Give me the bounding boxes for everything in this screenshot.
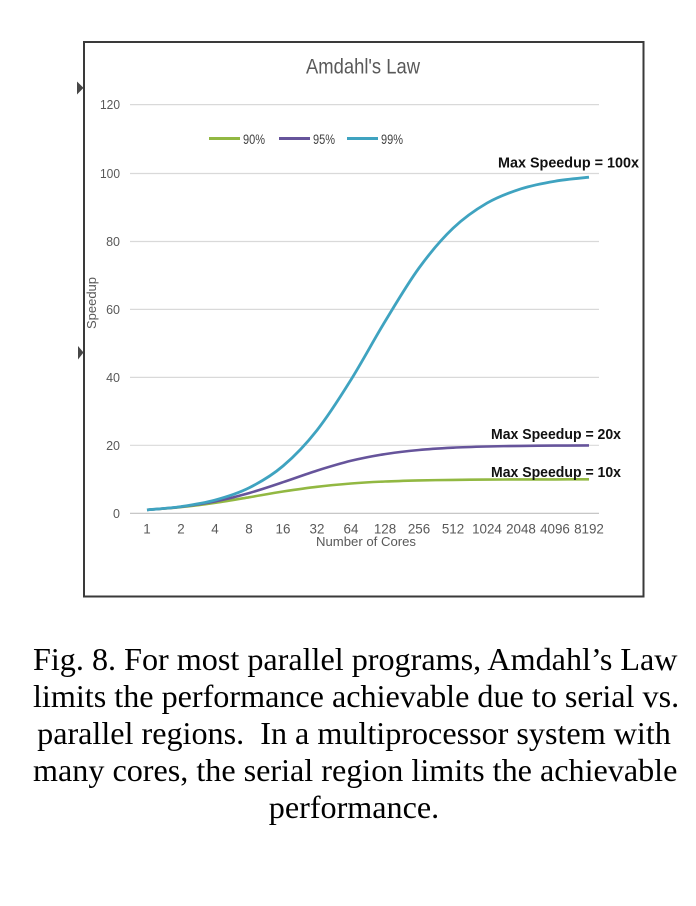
svg-text:32: 32 [310,522,325,537]
svg-text:512: 512 [442,522,464,537]
svg-text:64: 64 [344,522,359,537]
svg-text:Amdahl's Law: Amdahl's Law [306,55,420,79]
svg-text:90%: 90% [243,132,265,147]
svg-text:4096: 4096 [540,522,570,537]
svg-text:100: 100 [100,167,120,181]
svg-text:60: 60 [106,303,120,317]
svg-text:95%: 95% [313,132,335,147]
svg-text:4: 4 [211,522,219,537]
svg-text:0: 0 [113,507,120,521]
svg-text:256: 256 [408,522,430,537]
svg-text:40: 40 [106,371,120,385]
svg-text:1: 1 [143,522,150,537]
svg-text:2: 2 [177,522,184,537]
svg-text:120: 120 [100,98,120,112]
svg-text:8: 8 [245,522,252,537]
svg-text:16: 16 [276,522,291,537]
svg-text:20: 20 [106,439,120,453]
svg-text:Max Speedup = 20x: Max Speedup = 20x [491,426,622,443]
svg-text:8192: 8192 [574,522,604,537]
svg-text:99%: 99% [381,132,403,147]
svg-text:Speedup: Speedup [84,277,99,329]
svg-text:Max Speedup = 100x: Max Speedup = 100x [498,155,640,172]
svg-text:128: 128 [374,522,396,537]
svg-text:Max Speedup = 10x: Max Speedup = 10x [491,464,622,481]
svg-text:Number of Cores: Number of Cores [316,535,416,549]
svg-text:1024: 1024 [472,522,502,537]
svg-text:2048: 2048 [506,522,536,537]
svg-text:80: 80 [106,235,120,249]
